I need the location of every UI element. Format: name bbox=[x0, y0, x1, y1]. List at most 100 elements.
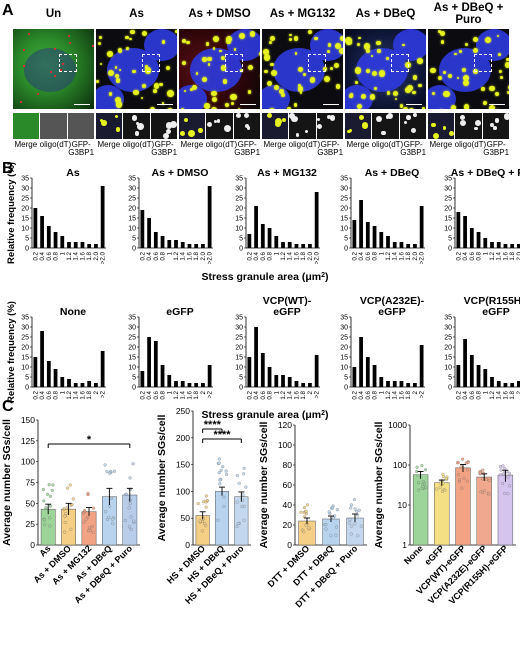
histogram-bar bbox=[456, 365, 461, 387]
x-tick-label: 1.2 bbox=[66, 251, 73, 260]
inset-image bbox=[399, 113, 427, 139]
inset-granule bbox=[207, 122, 213, 128]
zoom-region-box bbox=[390, 53, 409, 72]
y-tick-label: 30 bbox=[128, 325, 136, 332]
data-point bbox=[456, 473, 461, 477]
histogram-bar bbox=[254, 206, 258, 248]
data-point bbox=[200, 529, 204, 533]
data-point bbox=[68, 483, 72, 487]
histogram-bar bbox=[379, 377, 384, 387]
stress-granule bbox=[129, 37, 132, 41]
data-point bbox=[41, 487, 45, 492]
data-point bbox=[459, 465, 463, 469]
data-point bbox=[44, 506, 48, 510]
stress-granule bbox=[412, 75, 418, 80]
histogram-bar bbox=[314, 355, 319, 387]
y-tick-label: 5 bbox=[448, 236, 452, 243]
x-tick-label: >2.0 bbox=[207, 251, 214, 264]
data-point bbox=[107, 504, 112, 508]
x-tick-label: 1 bbox=[482, 251, 489, 255]
rna-speck bbox=[61, 62, 64, 65]
data-point bbox=[128, 502, 132, 506]
data-point bbox=[204, 494, 208, 498]
y-tick-label: 200 bbox=[176, 433, 190, 443]
data-point bbox=[198, 519, 202, 523]
data-point bbox=[349, 503, 353, 507]
histogram-bar bbox=[207, 365, 212, 387]
histogram-bar bbox=[67, 379, 71, 387]
stress-granule bbox=[354, 67, 362, 75]
histogram-title: As + DMSO bbox=[152, 167, 209, 179]
y-tick-label: 5 bbox=[132, 375, 136, 382]
x-tick-label: 2.0 bbox=[200, 251, 207, 260]
y-tick-label: 10 bbox=[128, 226, 136, 233]
data-point bbox=[415, 465, 419, 469]
data-point bbox=[105, 469, 109, 474]
stress-granule bbox=[295, 52, 298, 55]
stress-granule bbox=[447, 73, 453, 78]
inset-granule bbox=[448, 131, 454, 137]
data-point bbox=[480, 477, 485, 481]
x-tick-label: 1 bbox=[378, 390, 385, 394]
y-tick-label: 0 bbox=[344, 385, 348, 392]
inset-granule bbox=[433, 132, 440, 139]
data-point bbox=[63, 520, 67, 524]
y-tick-label: 15 bbox=[340, 216, 348, 223]
stress-granule bbox=[221, 56, 226, 61]
histogram-bar bbox=[274, 375, 279, 387]
y-tick-label: 30 bbox=[235, 186, 243, 193]
data-point bbox=[242, 466, 246, 470]
inset-image bbox=[289, 113, 316, 139]
inset-granule bbox=[385, 115, 390, 120]
data-point bbox=[420, 464, 424, 468]
inset-image bbox=[427, 113, 455, 139]
histogram-bar bbox=[53, 232, 58, 248]
nucleus bbox=[428, 84, 457, 109]
stress-granule bbox=[355, 81, 358, 84]
data-point bbox=[498, 465, 502, 469]
y-tick-label: 35 bbox=[444, 315, 452, 322]
y-tick-label: 10 bbox=[444, 365, 452, 372]
stress-granule bbox=[280, 92, 285, 97]
histogram-bar bbox=[281, 375, 285, 387]
x-tick-label: 1.2 bbox=[489, 251, 496, 260]
x-tick-label: 1.4 bbox=[496, 251, 503, 260]
stress-granule bbox=[443, 70, 447, 74]
data-point bbox=[103, 463, 107, 467]
stress-granule bbox=[494, 91, 499, 96]
scale-bar bbox=[157, 104, 173, 105]
stress-granule bbox=[201, 77, 208, 83]
y-tick-label: 5 bbox=[344, 236, 348, 243]
stress-granule bbox=[371, 54, 374, 57]
data-point bbox=[329, 534, 333, 538]
data-point bbox=[503, 491, 507, 496]
histogram-bar bbox=[100, 351, 105, 387]
data-point bbox=[307, 526, 311, 530]
stress-granule bbox=[259, 51, 260, 57]
inset-granule bbox=[101, 120, 107, 126]
stress-granule bbox=[152, 89, 157, 94]
inset-granule bbox=[317, 117, 321, 121]
stress-granule bbox=[108, 69, 115, 76]
histogram-title: eGFP bbox=[378, 306, 405, 318]
y-tick-label: 10 bbox=[21, 365, 29, 372]
data-point bbox=[481, 490, 485, 495]
y-tick-label: 1000 bbox=[388, 420, 407, 430]
stress-granule bbox=[345, 36, 353, 44]
data-point bbox=[42, 499, 46, 503]
x-tick-label: 1.4 bbox=[73, 390, 80, 399]
micrograph-title: As + DBeQ + Puro bbox=[433, 2, 504, 26]
y-tick-label: 80 bbox=[283, 460, 293, 470]
inset-granule bbox=[114, 114, 118, 118]
inset-image bbox=[40, 113, 67, 139]
data-point bbox=[508, 484, 512, 488]
x-tick-label: 0.6 bbox=[469, 390, 476, 399]
inset-granule bbox=[474, 126, 478, 130]
stress-granule bbox=[358, 36, 361, 40]
y-tick-label: 50 bbox=[26, 498, 36, 508]
data-point bbox=[441, 481, 445, 485]
histogram-bar bbox=[94, 244, 98, 248]
x-tick-label: 1 bbox=[59, 390, 66, 394]
data-point bbox=[108, 471, 112, 475]
scale-bar bbox=[406, 104, 422, 105]
